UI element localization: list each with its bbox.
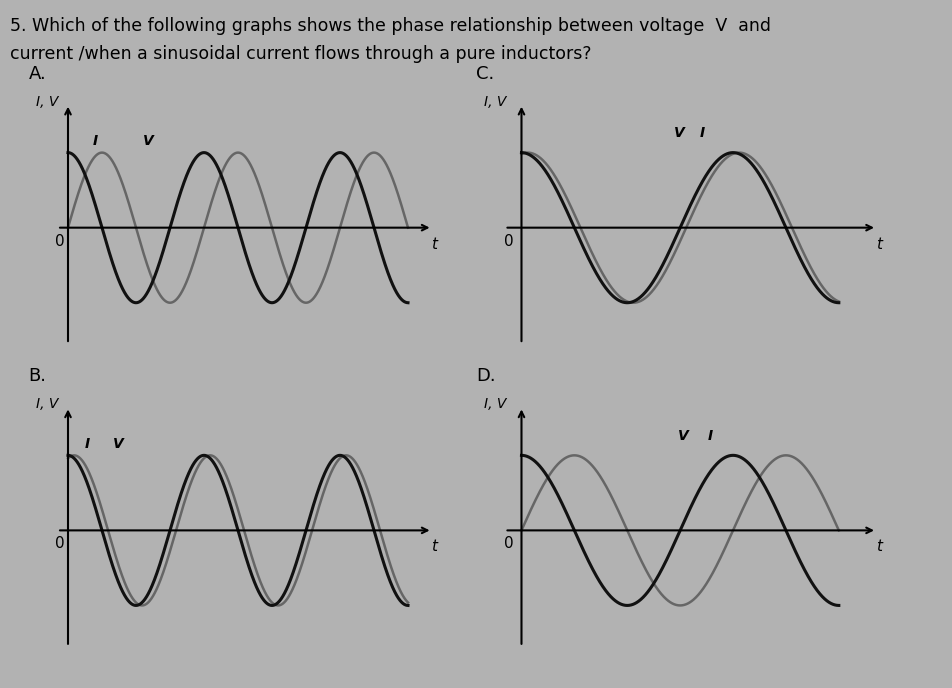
Text: I: I [85, 437, 90, 451]
Text: 0: 0 [504, 234, 513, 248]
Text: 0: 0 [55, 234, 65, 248]
Text: 0: 0 [55, 537, 65, 551]
Text: I, V: I, V [36, 94, 58, 109]
Text: I: I [707, 429, 713, 443]
Text: V: V [674, 127, 685, 140]
Text: I, V: I, V [485, 94, 506, 109]
Text: V: V [143, 134, 154, 148]
Text: t: t [431, 539, 437, 555]
Text: t: t [431, 237, 437, 252]
Text: t: t [876, 539, 882, 555]
Text: C.: C. [476, 65, 494, 83]
Text: A.: A. [29, 65, 47, 83]
Text: B.: B. [29, 367, 47, 385]
Text: I: I [700, 127, 705, 140]
Text: t: t [876, 237, 882, 252]
Text: 0: 0 [504, 537, 513, 551]
Text: I: I [92, 134, 98, 148]
Text: I, V: I, V [36, 397, 58, 411]
Text: current /when a sinusoidal current flows through a pure inductors?: current /when a sinusoidal current flows… [10, 45, 591, 63]
Text: I, V: I, V [485, 397, 506, 411]
Text: V: V [678, 429, 689, 443]
Text: 5. Which of the following graphs shows the phase relationship between voltage  V: 5. Which of the following graphs shows t… [10, 17, 770, 35]
Text: D.: D. [476, 367, 496, 385]
Text: V: V [112, 437, 124, 451]
